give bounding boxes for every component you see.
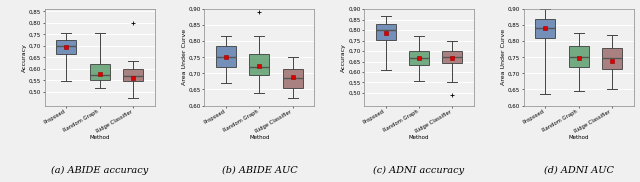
Y-axis label: Accuracy: Accuracy xyxy=(22,43,27,72)
X-axis label: Method: Method xyxy=(249,135,269,140)
Text: (d) ADNI AUC: (d) ADNI AUC xyxy=(543,166,614,175)
Y-axis label: Accuracy: Accuracy xyxy=(341,43,346,72)
PathPatch shape xyxy=(442,51,462,63)
Text: (c) ADNI accuracy: (c) ADNI accuracy xyxy=(373,166,465,175)
Text: (b) ABIDE AUC: (b) ABIDE AUC xyxy=(221,166,298,175)
PathPatch shape xyxy=(409,51,429,65)
Text: (a) ABIDE accuracy: (a) ABIDE accuracy xyxy=(51,166,148,175)
PathPatch shape xyxy=(602,48,622,69)
PathPatch shape xyxy=(283,69,303,88)
PathPatch shape xyxy=(56,40,77,54)
X-axis label: Method: Method xyxy=(409,135,429,140)
X-axis label: Method: Method xyxy=(90,135,110,140)
PathPatch shape xyxy=(568,46,589,67)
PathPatch shape xyxy=(250,54,269,75)
X-axis label: Method: Method xyxy=(568,135,589,140)
PathPatch shape xyxy=(376,24,396,39)
PathPatch shape xyxy=(123,69,143,81)
PathPatch shape xyxy=(90,64,110,80)
Y-axis label: Area Under Curve: Area Under Curve xyxy=(182,29,187,85)
Y-axis label: Area Under Curve: Area Under Curve xyxy=(500,29,506,85)
PathPatch shape xyxy=(535,19,556,38)
PathPatch shape xyxy=(216,46,236,67)
